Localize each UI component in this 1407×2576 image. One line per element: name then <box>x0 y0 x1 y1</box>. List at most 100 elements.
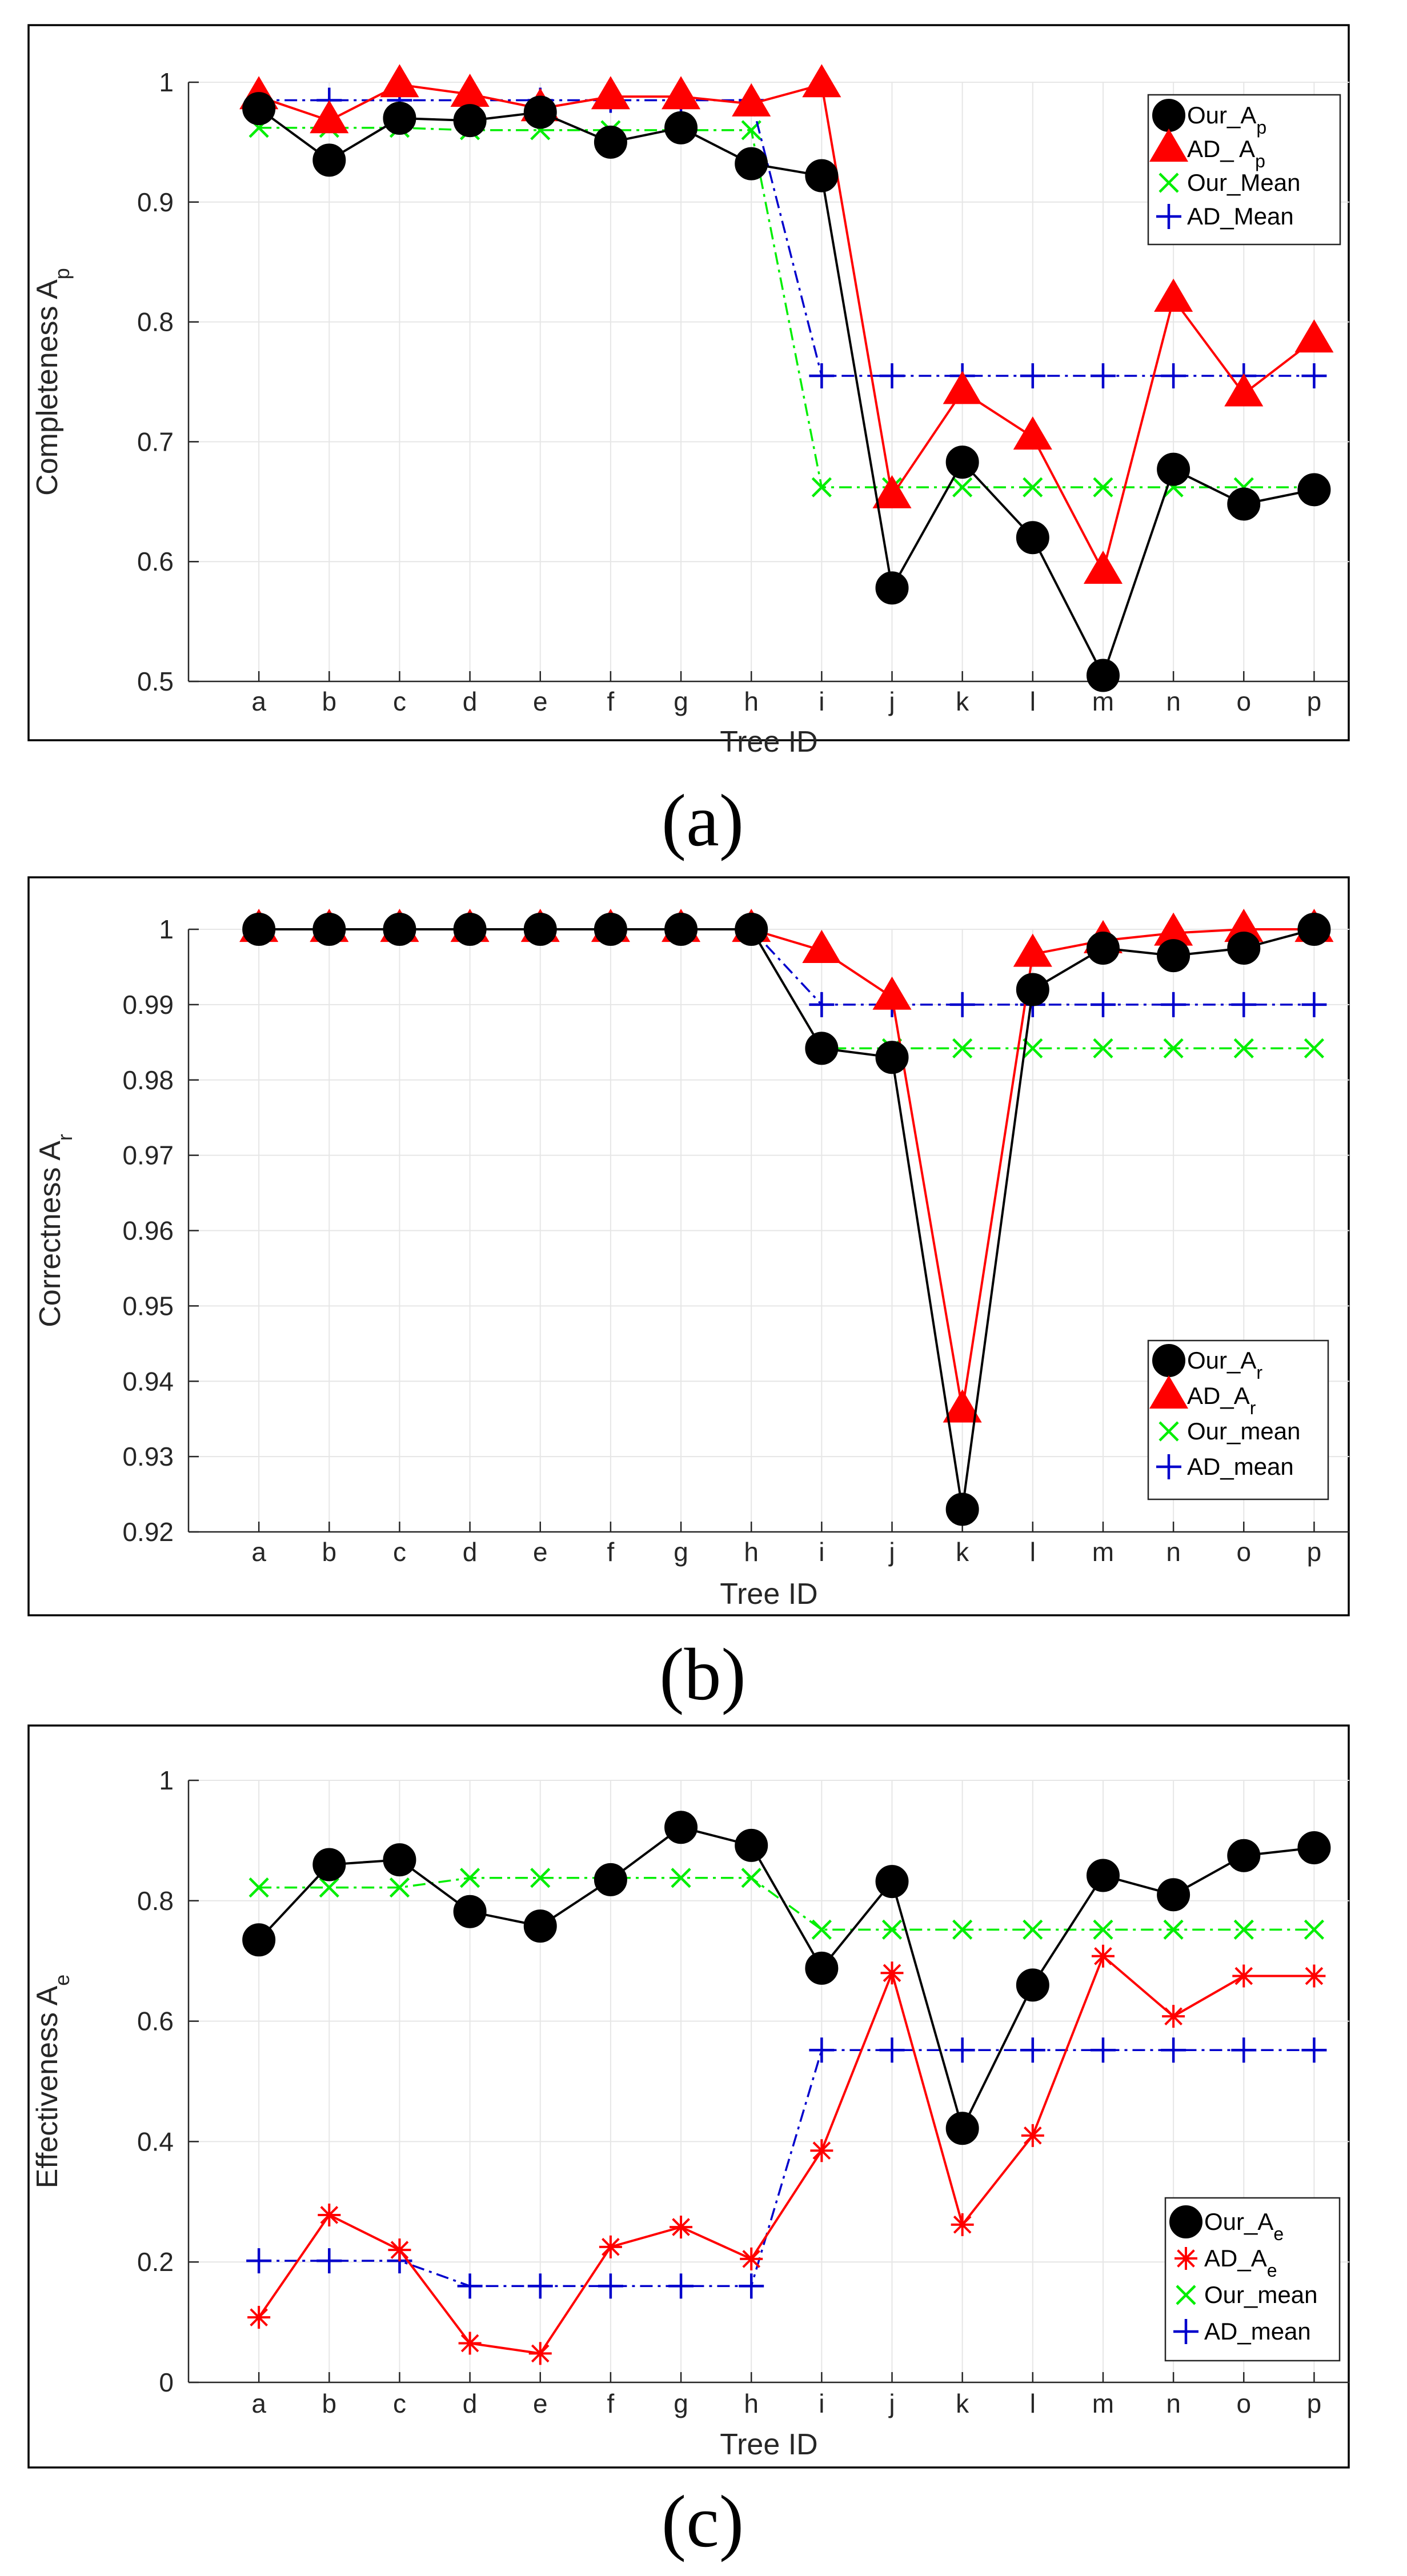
data-point <box>1157 452 1190 486</box>
x-tick-label: g <box>674 2389 688 2418</box>
legend-entry-subscript: r <box>1256 1362 1262 1383</box>
data-point <box>951 2213 974 2236</box>
y-tick-label: 0.7 <box>137 427 174 456</box>
series-line <box>259 126 1314 488</box>
data-point <box>811 1919 832 1940</box>
series-3 <box>248 1868 1325 1940</box>
legend-entry: AD_mean <box>1204 2318 1311 2345</box>
data-point <box>1227 1839 1261 1872</box>
data-point <box>875 1865 909 1899</box>
data-point <box>735 913 768 946</box>
data-point <box>1304 1919 1325 1940</box>
data-point <box>598 2273 623 2299</box>
data-point <box>1301 992 1327 1017</box>
data-point <box>1233 1919 1254 1940</box>
data-point <box>1091 1944 1115 1968</box>
data-point <box>1016 521 1049 555</box>
y-tick-label: 0.98 <box>122 1065 174 1095</box>
data-point <box>1093 477 1113 497</box>
legend-entry-subscript: p <box>1255 151 1265 171</box>
data-point <box>248 1877 269 1898</box>
data-point <box>1302 1964 1326 1988</box>
data-point <box>316 2248 342 2274</box>
legend-entry-subscript: e <box>1273 2224 1284 2244</box>
data-point <box>1161 992 1186 1017</box>
data-point <box>880 1961 904 1985</box>
x-tick-label: e <box>533 1537 548 1567</box>
data-point <box>805 159 839 192</box>
data-point <box>1154 278 1193 312</box>
data-point <box>247 2306 271 2329</box>
data-point <box>805 1032 839 1065</box>
data-point <box>1021 2124 1044 2147</box>
x-tick-label: d <box>463 687 478 716</box>
data-point <box>1090 992 1116 1017</box>
data-point <box>1093 1919 1113 1940</box>
x-tick-label: p <box>1307 687 1322 716</box>
legend-marker <box>1152 1344 1185 1377</box>
series-line <box>259 928 1314 1006</box>
data-point <box>523 95 557 129</box>
data-point <box>242 913 276 946</box>
x-tick-label: h <box>744 687 759 716</box>
data-point <box>450 74 490 107</box>
data-point <box>312 913 346 946</box>
x-tick-label: n <box>1166 1537 1181 1567</box>
data-point <box>945 2112 979 2145</box>
data-point <box>594 1863 627 1896</box>
legend-marker <box>1149 129 1189 162</box>
data-point <box>319 1877 339 1898</box>
data-point <box>594 125 627 159</box>
data-point <box>457 2273 483 2299</box>
data-point <box>810 2139 833 2162</box>
x-tick-label: b <box>322 1537 337 1567</box>
series-2 <box>239 64 1334 584</box>
data-point <box>943 1389 982 1423</box>
data-point <box>879 363 905 389</box>
data-point <box>1016 1968 1049 2002</box>
data-point <box>952 1038 973 1058</box>
data-point <box>670 2216 693 2239</box>
x-tick-label: m <box>1092 2389 1114 2418</box>
series-1 <box>242 1811 1331 2145</box>
x-tick-label: c <box>393 687 406 716</box>
data-point <box>528 2342 552 2365</box>
legend-marker <box>1169 2205 1202 2238</box>
data-point <box>1163 1038 1184 1058</box>
data-point <box>739 2273 764 2299</box>
y-tick-label: 1 <box>159 914 174 944</box>
data-point <box>383 1843 416 1877</box>
data-point <box>949 992 975 1017</box>
data-point <box>523 913 557 946</box>
data-point <box>530 1868 551 1888</box>
y-tick-label: 0.9 <box>137 187 174 217</box>
data-point <box>875 571 909 605</box>
y-tick-label: 1 <box>159 67 174 97</box>
data-point <box>1157 939 1190 973</box>
data-point <box>945 1492 979 1526</box>
data-point <box>671 1868 691 1888</box>
y-tick-label: 0.2 <box>137 2247 174 2277</box>
x-tick-label: o <box>1236 2389 1251 2418</box>
data-point <box>875 1041 909 1074</box>
series-line <box>258 1826 1314 2132</box>
x-tick-label: i <box>819 687 824 716</box>
data-point <box>242 1923 276 1957</box>
x-tick-label: j <box>888 1537 895 1567</box>
data-point <box>453 913 487 946</box>
series-1 <box>242 913 1331 1526</box>
x-axis-title: Tree ID <box>720 2428 817 2461</box>
data-point <box>523 1909 557 1943</box>
series-line <box>258 107 1314 679</box>
data-point <box>599 2235 622 2258</box>
data-point <box>1304 1038 1325 1058</box>
data-point <box>802 64 841 98</box>
legend-entry: Our_Mean <box>1187 169 1300 196</box>
legend-marker <box>1176 2285 1196 2305</box>
x-tick-label: n <box>1166 687 1181 716</box>
data-point <box>1161 2037 1186 2063</box>
